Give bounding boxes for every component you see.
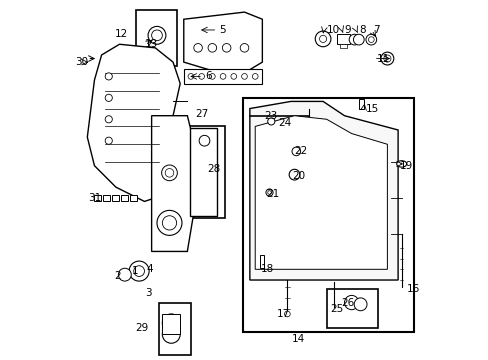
Circle shape [105, 73, 112, 80]
Text: 19: 19 [399, 161, 412, 171]
Circle shape [240, 44, 248, 52]
Circle shape [199, 135, 209, 146]
Circle shape [380, 52, 393, 65]
Bar [259, 255, 263, 267]
Circle shape [151, 30, 162, 41]
Circle shape [291, 147, 300, 156]
Bar [103, 195, 110, 202]
Bar [183, 69, 262, 84]
Bar [189, 128, 216, 216]
Circle shape [353, 34, 364, 45]
Bar [94, 195, 101, 202]
Circle shape [198, 73, 204, 79]
Ellipse shape [396, 161, 406, 167]
Text: 29: 29 [135, 323, 148, 333]
Text: 6: 6 [205, 71, 211, 81]
Bar [162, 314, 180, 334]
Circle shape [319, 35, 326, 42]
Circle shape [365, 34, 376, 45]
Text: 4: 4 [146, 264, 153, 274]
Bar [159, 303, 190, 355]
Circle shape [344, 296, 358, 310]
Circle shape [193, 44, 202, 52]
Text: 14: 14 [291, 334, 304, 344]
Circle shape [105, 116, 112, 123]
Text: 15: 15 [365, 104, 378, 113]
Text: 9: 9 [344, 25, 350, 35]
Circle shape [148, 26, 165, 44]
Circle shape [222, 44, 230, 52]
Bar [130, 195, 136, 202]
Bar [242, 98, 413, 332]
Circle shape [118, 268, 131, 281]
Circle shape [165, 168, 173, 177]
Circle shape [105, 137, 112, 144]
Circle shape [162, 165, 177, 181]
Text: 10: 10 [326, 25, 339, 35]
Circle shape [265, 189, 272, 196]
Circle shape [220, 73, 225, 79]
Circle shape [209, 73, 215, 79]
Text: 11: 11 [376, 54, 389, 64]
Text: 22: 22 [294, 147, 307, 157]
Circle shape [348, 34, 359, 45]
Circle shape [252, 73, 258, 79]
Text: 3: 3 [144, 288, 151, 297]
Polygon shape [183, 12, 262, 73]
Circle shape [162, 314, 180, 332]
Text: 27: 27 [195, 109, 208, 119]
Circle shape [162, 325, 180, 343]
Text: 12: 12 [115, 28, 128, 39]
Text: 28: 28 [206, 164, 220, 174]
Text: 31: 31 [88, 193, 101, 203]
Text: 7: 7 [372, 25, 379, 35]
Circle shape [105, 94, 112, 102]
Circle shape [188, 73, 193, 79]
Text: 2: 2 [114, 271, 121, 282]
Bar [121, 195, 127, 202]
Bar [189, 126, 224, 217]
Circle shape [162, 216, 176, 230]
Text: 25: 25 [329, 303, 343, 314]
Text: 26: 26 [341, 298, 354, 308]
Circle shape [383, 55, 390, 62]
Text: 16: 16 [406, 284, 419, 294]
Circle shape [157, 210, 182, 235]
Circle shape [315, 31, 330, 47]
Circle shape [284, 311, 290, 317]
Text: 5: 5 [219, 25, 225, 35]
Circle shape [129, 261, 149, 281]
Bar [358, 99, 364, 109]
Bar [337, 33, 349, 44]
Text: 30: 30 [75, 57, 88, 67]
Text: 20: 20 [292, 171, 305, 181]
Bar [112, 195, 119, 202]
Bar [326, 289, 378, 328]
Circle shape [230, 73, 236, 79]
Circle shape [241, 73, 247, 79]
Text: 24: 24 [278, 118, 291, 128]
Polygon shape [87, 44, 180, 202]
Circle shape [134, 266, 144, 276]
Circle shape [288, 169, 299, 180]
Circle shape [207, 44, 216, 52]
Polygon shape [151, 116, 194, 251]
Text: 17: 17 [277, 309, 290, 319]
Text: 21: 21 [265, 189, 279, 199]
Text: 1: 1 [132, 266, 139, 276]
Text: 13: 13 [144, 39, 158, 49]
Text: 8: 8 [358, 25, 365, 35]
Circle shape [353, 298, 366, 311]
Circle shape [267, 118, 274, 125]
Polygon shape [249, 102, 397, 280]
Circle shape [367, 37, 373, 42]
Bar [340, 44, 346, 48]
Polygon shape [255, 116, 386, 269]
Text: 18: 18 [260, 264, 273, 274]
Bar [135, 10, 176, 66]
Circle shape [267, 191, 271, 194]
Text: 23: 23 [264, 111, 277, 121]
